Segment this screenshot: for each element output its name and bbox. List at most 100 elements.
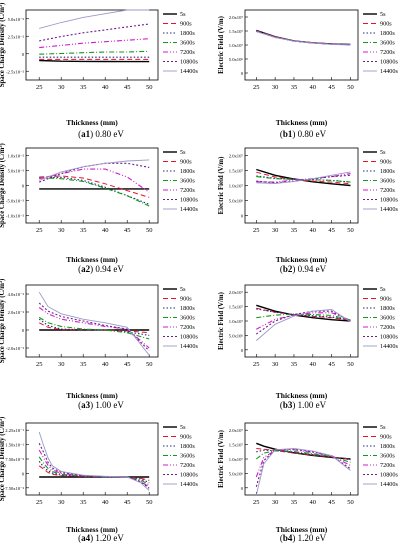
- x-tick-label: 40: [102, 499, 109, 506]
- x-tick-label: 50: [347, 227, 354, 234]
- series-line-7200s: [38, 449, 150, 488]
- y-tick-label: 1.5x10⁷: [229, 443, 244, 448]
- x-tick-label: 30: [272, 361, 279, 368]
- panel-b2: 25 30 35 40 45 50 0 5.0x10⁶ 1.0x10⁷ 1.5x10⁷ 2.0x10…: [218, 147, 398, 274]
- x-tick-label: 35: [80, 227, 87, 234]
- series-line-14400s: [256, 309, 351, 341]
- legend-entry: 3600s: [380, 40, 395, 47]
- y-axis-title: Space Charge Density (C/m³): [0, 143, 6, 228]
- legend-entry: 5s: [380, 149, 386, 156]
- y-tick-label: 0: [22, 184, 25, 189]
- legend-entry: 7200s: [380, 324, 395, 331]
- x-tick-label: 25: [253, 84, 260, 91]
- x-tick-label: 45: [124, 499, 131, 506]
- legend-entry: 7200s: [180, 187, 195, 194]
- x-tick-label: 35: [291, 361, 298, 368]
- x-axis-title: Thickness (mm): [276, 391, 328, 400]
- series-line-1800s: [256, 449, 351, 461]
- x-tick-label: 50: [146, 227, 153, 234]
- y-tick-label: 2.0x10⁷: [229, 290, 244, 295]
- plot-frame: [25, 422, 159, 496]
- legend-entry: 14400s: [380, 68, 398, 75]
- x-tick-label: 50: [146, 499, 153, 506]
- y-tick-label: 1.0x10⁻²: [8, 154, 25, 159]
- legend-entry: 1800s: [380, 168, 395, 175]
- legend-entry: 5s: [180, 11, 186, 18]
- x-axis-title: Thickness (mm): [66, 525, 118, 534]
- x-tick-label: 40: [102, 361, 109, 368]
- y-tick-label: 0: [241, 486, 244, 491]
- series-line-14400s: [255, 448, 351, 496]
- y-tick-label: 0: [22, 471, 25, 476]
- x-tick-label: 45: [124, 361, 131, 368]
- legend-entry: 14400s: [180, 68, 198, 75]
- series-line-1800s: [38, 318, 150, 336]
- legend-entry: 5s: [180, 424, 186, 431]
- legend-entry: 3600s: [380, 453, 395, 460]
- panel-caption: (b2) 0.94 eV: [280, 264, 327, 274]
- x-tick-label: 50: [347, 84, 354, 91]
- legend-entry: 14400s: [180, 481, 198, 488]
- legend-entry: 10800s: [180, 472, 198, 479]
- y-axis-title: Space Charge Density (C/m³): [0, 279, 6, 364]
- plot-frame: [25, 9, 159, 81]
- x-tick-label: 30: [58, 84, 65, 91]
- x-tick-label: 25: [36, 227, 43, 234]
- series-line-3600s: [256, 176, 351, 183]
- x-axis-title: Thickness (mm): [66, 118, 118, 127]
- series-line-3600s: [38, 456, 150, 486]
- legend-entry: 10800s: [180, 197, 198, 204]
- legend-entry: 1800s: [180, 305, 195, 312]
- legend-entry: 14400s: [380, 343, 398, 350]
- series-line-14400s: [38, 431, 150, 491]
- x-tick-label: 35: [80, 84, 87, 91]
- legend-entry: 10800s: [380, 334, 398, 341]
- y-tick-label: 2.5x10⁻²: [8, 34, 25, 39]
- series-line-10800s: [256, 30, 351, 46]
- series-line-10800s: [38, 302, 150, 352]
- y-tick-label: 5.0x10⁶: [229, 199, 244, 204]
- series-line-14400s: [256, 171, 351, 184]
- y-axis-title: Electric Field (V/m): [218, 292, 225, 350]
- series-line-3600s: [39, 50, 150, 55]
- legend-entry: 7200s: [380, 187, 395, 194]
- legend-entry: 7200s: [180, 324, 195, 331]
- x-tick-label: 45: [124, 227, 131, 234]
- legend-entry: 7200s: [180, 462, 195, 469]
- legend-entry: 1800s: [380, 443, 395, 450]
- legend-entry: 900s: [180, 434, 192, 441]
- panel-caption: (a1) 0.80 eV: [78, 129, 124, 139]
- legend-entry: 900s: [180, 296, 192, 303]
- series-line-10800s: [255, 448, 351, 487]
- series-line-900s: [256, 448, 351, 460]
- series-line-10800s: [39, 162, 150, 183]
- y-tick-label: 0: [241, 71, 244, 76]
- series-line-900s: [38, 465, 150, 481]
- legend-entry: 5s: [180, 149, 186, 156]
- legend-entry: 900s: [180, 21, 192, 28]
- legend-entry: 14400s: [380, 206, 398, 213]
- x-tick-label: 45: [328, 499, 335, 506]
- legend-entry: 900s: [180, 159, 192, 166]
- y-tick-label: 1.0x10⁷: [229, 457, 244, 462]
- y-tick-label: 1.5x10⁷: [229, 169, 244, 174]
- x-tick-label: 45: [328, 227, 335, 234]
- x-tick-label: 35: [291, 499, 298, 506]
- legend-entry: 5s: [380, 424, 386, 431]
- x-tick-label: 40: [102, 84, 109, 91]
- y-axis-title: Space Charge Density (C/m³): [0, 3, 6, 88]
- x-tick-label: 30: [272, 227, 279, 234]
- y-tick-label: 5.0x10⁻²: [8, 17, 25, 22]
- series-line-14400s: [38, 291, 150, 356]
- legend-entry: 14400s: [380, 481, 398, 488]
- x-tick-label: 30: [272, 499, 279, 506]
- panel-b4: 25 30 35 40 45 50 0 5.0x10⁶ 1.0x10⁷ 1.5x10⁷ 2.0x10…: [218, 422, 398, 543]
- y-tick-label: 0: [241, 214, 244, 219]
- plot-frame: [25, 284, 159, 358]
- y-tick-label: 0: [22, 52, 25, 57]
- series-line-1800s: [39, 176, 150, 205]
- panel-a3: 25 30 35 40 45 50 -2.0x10⁻² 0 2.0x10⁻² 4.0x10⁻² 5s…: [0, 279, 198, 410]
- x-tick-label: 40: [310, 84, 317, 91]
- series-line-14400s: [39, 9, 150, 29]
